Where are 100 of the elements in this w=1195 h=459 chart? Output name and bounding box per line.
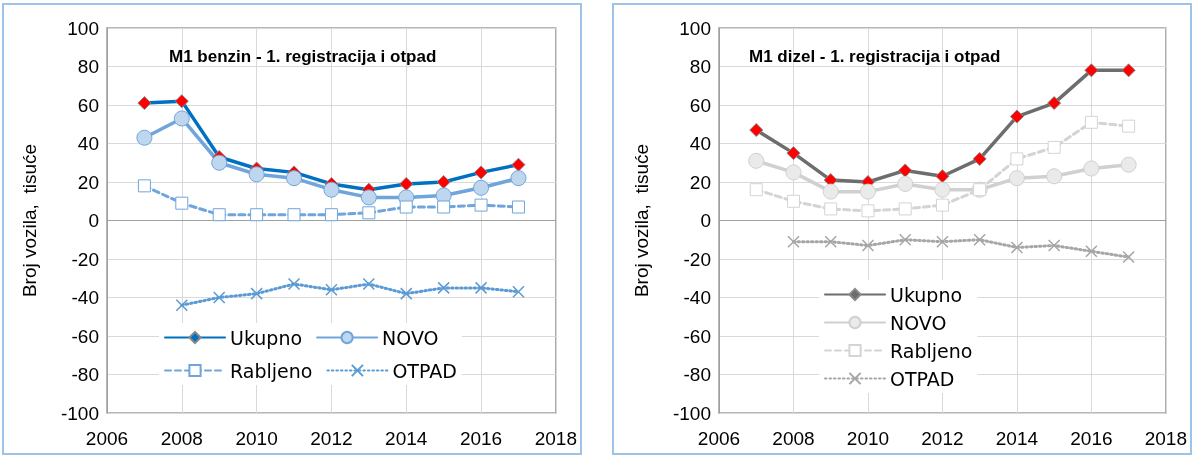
point: [897, 175, 914, 192]
legend-label: OTPAD: [392, 359, 457, 382]
point: [399, 176, 414, 191]
point: [1046, 168, 1063, 185]
y-tick-label: 100: [679, 17, 711, 39]
point: [1009, 109, 1024, 124]
point: [212, 291, 226, 304]
point: [250, 208, 264, 222]
y-tick-label: 80: [77, 56, 99, 77]
point: [362, 206, 376, 220]
point: [936, 235, 949, 248]
x-tick-label: 2012: [310, 428, 353, 449]
x-tick-label: 2016: [1070, 428, 1113, 449]
point: [822, 183, 839, 200]
point: [898, 163, 913, 178]
point: [1083, 160, 1100, 177]
text: M1 dizel - 1. registracija i otpad: [749, 47, 1001, 66]
y-tick-label: 20: [77, 171, 99, 193]
x-tick-label: 2012: [921, 428, 964, 449]
point: [934, 181, 951, 198]
x-tick-label: 2006: [85, 428, 129, 449]
y-tick-label: 0: [88, 210, 99, 231]
point: [1120, 156, 1137, 173]
point: [935, 198, 949, 212]
legend-label: Rabljeno: [230, 359, 313, 382]
point: [136, 129, 153, 146]
point: [1047, 239, 1061, 252]
point: [286, 170, 303, 187]
point: [748, 152, 765, 169]
point: [1010, 241, 1024, 254]
point: [360, 189, 377, 206]
x-tick-label: 2006: [697, 428, 741, 449]
x-tick-label: 2018: [534, 428, 578, 449]
y-tick-label: -100: [672, 402, 711, 424]
point: [212, 208, 226, 222]
point: [511, 157, 526, 172]
x-tick-label: 2014: [385, 428, 428, 449]
point: [973, 233, 986, 246]
point: [437, 200, 451, 214]
point: [1121, 63, 1136, 78]
x-tick-label: 2008: [160, 428, 203, 449]
point: [859, 183, 876, 200]
y-tick-label: -40: [683, 287, 711, 308]
point: [861, 239, 875, 252]
point: [250, 287, 263, 300]
point: [362, 277, 376, 291]
y-tick-label: -40: [71, 287, 99, 308]
point: [437, 281, 450, 295]
y-tick-label: -100: [60, 402, 99, 424]
point: [137, 179, 151, 193]
y-tick-label: 60: [689, 94, 711, 116]
point: [1047, 96, 1062, 111]
point: [175, 298, 189, 312]
y-tick-label: -80: [71, 364, 99, 385]
point: [785, 164, 802, 181]
point: [1084, 63, 1099, 78]
point: [786, 146, 801, 161]
x-tick-label: 2010: [235, 428, 278, 449]
y-tick-label: 100: [67, 17, 99, 39]
point: [824, 202, 838, 216]
y-tick-label: -60: [71, 325, 99, 347]
y-tick-label: 20: [689, 171, 711, 193]
legend-label: OTPAD: [890, 367, 955, 390]
y-tick-label: 40: [77, 133, 99, 154]
y-tick-label: 0: [700, 210, 711, 231]
point: [399, 287, 413, 300]
legend-label: Ukupno: [890, 283, 963, 306]
point: [323, 181, 340, 198]
point: [287, 277, 301, 291]
point: [1085, 245, 1098, 258]
point: [474, 198, 488, 212]
x-tick-label: 2008: [772, 428, 815, 449]
point: [248, 166, 265, 183]
point: [175, 196, 189, 210]
point: [473, 179, 490, 196]
y-tick-label: 80: [689, 56, 711, 77]
legend-label: Ukupno: [230, 326, 303, 349]
point: [786, 194, 800, 208]
x-tick-label: 2014: [995, 428, 1039, 449]
point: [512, 285, 525, 298]
point: [399, 200, 413, 214]
y-tick-label: -60: [683, 325, 711, 347]
point: [1084, 115, 1098, 129]
point: [211, 154, 228, 171]
point: [787, 235, 800, 248]
y-tick-label: 60: [77, 94, 99, 116]
point: [1010, 152, 1024, 166]
point: [749, 183, 763, 197]
x-tick-label: 2018: [1144, 428, 1188, 449]
legend-label: NOVO: [382, 326, 439, 349]
point: [1047, 140, 1061, 154]
point: [824, 235, 837, 248]
point: [1122, 250, 1135, 264]
point: [972, 151, 987, 166]
point: [510, 170, 527, 187]
point: [325, 283, 338, 297]
point: [898, 233, 912, 246]
point: [511, 200, 525, 214]
legend-label: NOVO: [890, 311, 947, 334]
y-tick-label: -20: [683, 248, 711, 270]
